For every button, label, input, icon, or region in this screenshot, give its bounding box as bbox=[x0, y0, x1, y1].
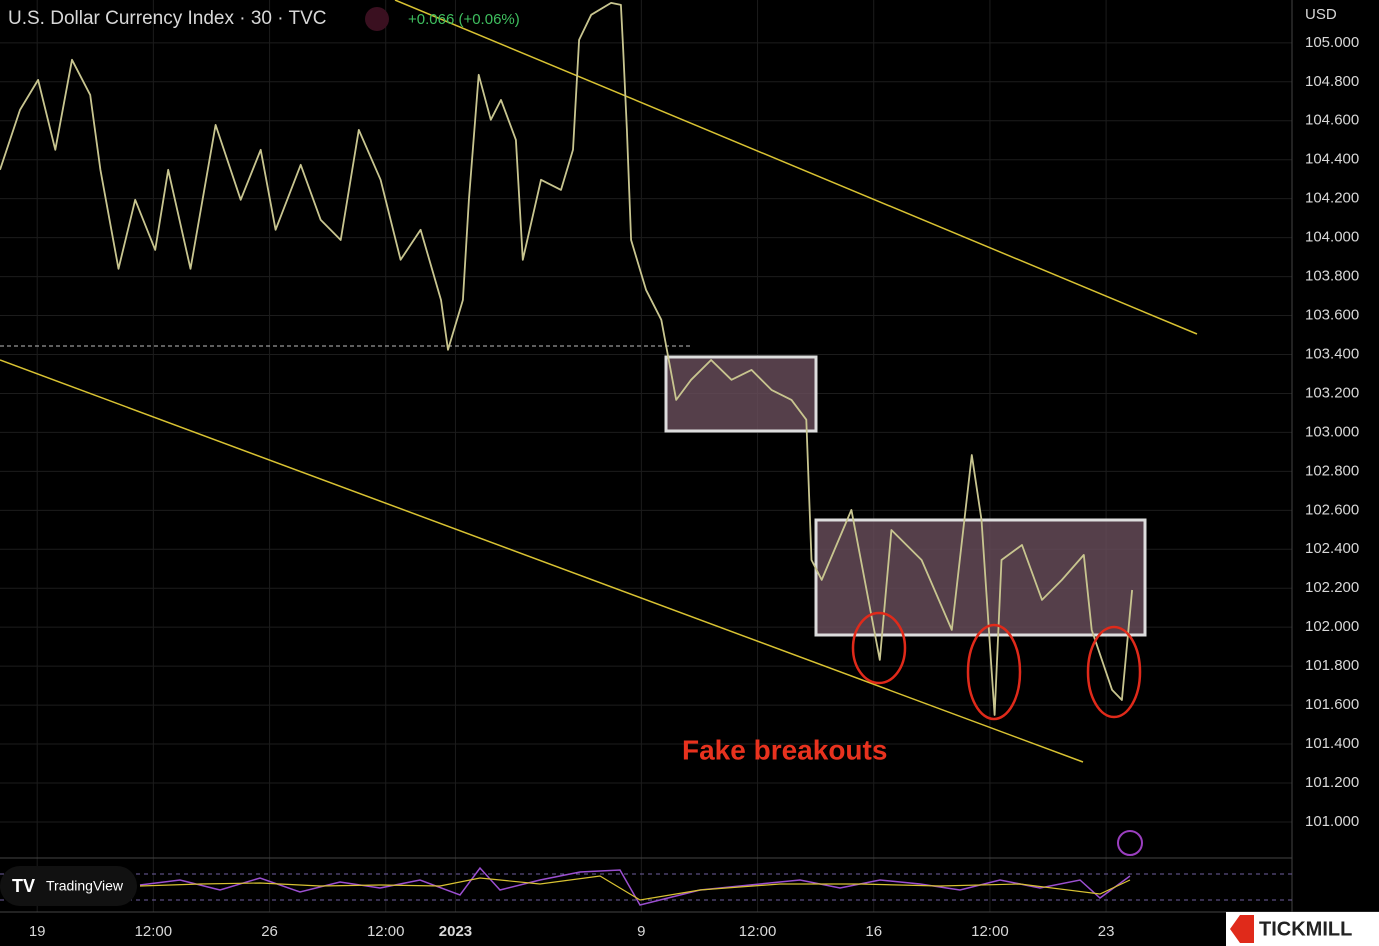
highlight-circle bbox=[851, 611, 907, 685]
y-tick-label: 101.800 bbox=[1305, 657, 1359, 674]
trend-line bbox=[0, 359, 1084, 763]
x-tick-label: 9 bbox=[637, 923, 645, 940]
x-tick-label: 12:00 bbox=[367, 923, 405, 940]
grid bbox=[0, 0, 1292, 912]
chart-title: U.S. Dollar Currency Index · 30 · TVC bbox=[8, 8, 327, 29]
x-tick-label: 2023 bbox=[439, 923, 472, 940]
x-tick-label: 26 bbox=[261, 923, 278, 940]
watermark: TradingView bbox=[46, 878, 124, 894]
y-tick-label: 102.400 bbox=[1305, 540, 1359, 557]
y-tick-label: 104.200 bbox=[1305, 190, 1359, 207]
x-tick-label: 12:00 bbox=[135, 923, 173, 940]
x-tick-label: 19 bbox=[29, 923, 46, 940]
y-tick-label: 101.000 bbox=[1305, 813, 1359, 830]
y-tick-label: 102.600 bbox=[1305, 501, 1359, 518]
y-tick-label: 101.600 bbox=[1305, 696, 1359, 713]
icon bbox=[365, 7, 389, 31]
trend-line bbox=[394, 0, 1198, 335]
change-label: +0.066 (+0.06%) bbox=[408, 11, 520, 28]
y-tick-label: 103.400 bbox=[1305, 345, 1359, 362]
y-tick-label: 105.000 bbox=[1305, 34, 1359, 51]
annotation: Fake breakouts bbox=[682, 734, 887, 765]
y-tick-label: 104.600 bbox=[1305, 112, 1359, 129]
x-tick-label: 12:00 bbox=[971, 923, 1009, 940]
y-tick-label: 103.800 bbox=[1305, 268, 1359, 285]
x-tick-label: 23 bbox=[1098, 923, 1115, 940]
brand: TICKMILL bbox=[1259, 918, 1352, 940]
y-tick-label: 101.200 bbox=[1305, 774, 1359, 791]
y-tick-label: 104.400 bbox=[1305, 151, 1359, 168]
y-tick-label: 102.800 bbox=[1305, 462, 1359, 479]
currency-label[interactable]: USD bbox=[1305, 6, 1337, 23]
y-tick-label: 104.800 bbox=[1305, 73, 1359, 90]
y-tick-label: 102.000 bbox=[1305, 618, 1359, 635]
y-tick-label: 103.000 bbox=[1305, 423, 1359, 440]
brand-icon bbox=[1230, 915, 1254, 943]
oscillator bbox=[139, 866, 1131, 906]
y-tick-label: 103.600 bbox=[1305, 307, 1359, 324]
logo-icon: TV bbox=[12, 876, 35, 896]
icon[interactable] bbox=[1117, 830, 1143, 856]
price-line bbox=[0, 2, 1133, 716]
range-box bbox=[664, 355, 818, 433]
y-tick-label: 102.200 bbox=[1305, 579, 1359, 596]
y-tick-label: 103.200 bbox=[1305, 384, 1359, 401]
x-tick-label: 12:00 bbox=[739, 923, 777, 940]
oscillator-signal bbox=[139, 875, 1131, 901]
x-tick-label: 16 bbox=[865, 923, 882, 940]
y-tick-label: 104.000 bbox=[1305, 229, 1359, 246]
highlight-circle bbox=[966, 623, 1022, 721]
y-tick-label: 101.400 bbox=[1305, 735, 1359, 752]
highlight-circle bbox=[1086, 625, 1142, 719]
watermark-badge bbox=[0, 866, 137, 906]
plot bbox=[0, 2, 1133, 716]
